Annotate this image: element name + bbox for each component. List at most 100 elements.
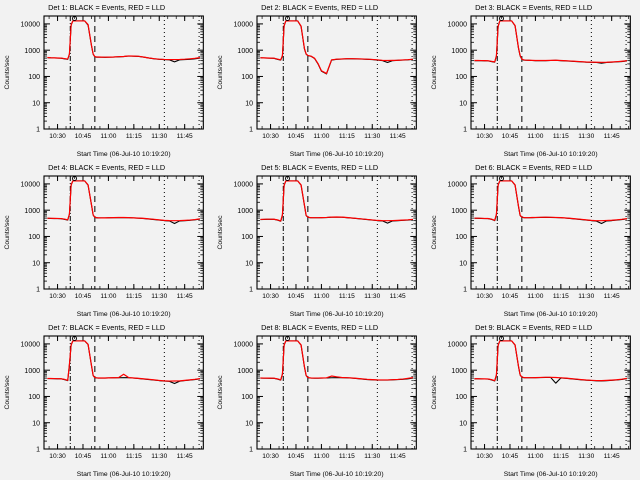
x-tick-label: 11:30: [151, 133, 167, 140]
y-axis-label: Counts/sec: [4, 215, 11, 250]
y-tick-label: 1: [36, 287, 40, 294]
panel-background: [426, 320, 640, 480]
y-tick-label: 100: [242, 74, 254, 81]
plot-frame: [256, 175, 418, 290]
x-tick-label: 10:30: [49, 133, 66, 140]
series-lld: [474, 180, 627, 222]
x-tick-label: 11:30: [151, 293, 167, 300]
detector-panel-4: Det 4: BLACK = Events, RED = LLD 1 10 100 10…: [0, 160, 214, 320]
panel-title: Det 8: BLACK = Events, RED = LLD: [262, 323, 379, 332]
panel-background: [213, 0, 427, 160]
x-tick-label: 11:30: [578, 133, 594, 140]
x-axis-label: Start Time (06-Jul-10 10:19:20): [290, 151, 384, 158]
y-tick-label: 10: [246, 420, 254, 427]
x-tick-label: 11:45: [603, 293, 619, 300]
y-tick-label: 100: [28, 74, 40, 81]
detector-panel-8: Det 8: BLACK = Events, RED = LLD 1 10 100 10…: [213, 320, 427, 480]
y-axis-label: Counts/sec: [431, 215, 438, 250]
y-tick-label: 1000: [24, 208, 40, 215]
y-tick-label: 10: [32, 420, 40, 427]
y-tick-label: 1000: [451, 48, 467, 55]
y-axis-label: Counts/sec: [431, 375, 438, 410]
plot-frame: [43, 335, 204, 450]
series-lld: [474, 340, 627, 382]
x-tick-label: 11:00: [527, 133, 543, 140]
panel-background: [213, 320, 427, 480]
panel-title: Det 4: BLACK = Events, RED = LLD: [48, 163, 165, 172]
detector-panel-5: Det 5: BLACK = Events, RED = LLD 1 10 100 10…: [213, 160, 427, 320]
panel-canvas: Det 7: BLACK = Events, RED = LLD 1 10 100 10…: [0, 320, 214, 480]
panel-background: [0, 320, 214, 480]
x-tick-label: 11:45: [603, 133, 619, 140]
x-tick-label: 10:45: [501, 293, 518, 300]
y-tick-label: 10: [246, 100, 254, 107]
x-tick-label: 11:30: [578, 293, 594, 300]
panel-canvas: Det 5: BLACK = Events, RED = LLD 1 10 100 10…: [213, 160, 427, 320]
y-tick-label: 1000: [238, 368, 254, 375]
x-tick-label: 11:00: [527, 453, 543, 460]
x-tick-label: 11:45: [177, 293, 193, 300]
x-tick-label: 11:45: [177, 453, 193, 460]
y-tick-label: 100: [242, 234, 254, 241]
plot-frame: [470, 15, 631, 130]
x-tick-label: 11:00: [100, 293, 116, 300]
panel-title: Det 9: BLACK = Events, RED = LLD: [475, 323, 592, 332]
y-tick-label: 1000: [24, 48, 40, 55]
series-lld: [474, 20, 627, 63]
plot-frame: [470, 175, 631, 290]
x-tick-label: 11:15: [552, 133, 568, 140]
y-tick-label: 1000: [451, 368, 467, 375]
x-tick-label: 11:00: [100, 453, 116, 460]
y-tick-label: 10: [459, 420, 467, 427]
x-tick-label: 10:30: [263, 133, 280, 140]
x-axis-label: Start Time (06-Jul-10 10:19:20): [77, 311, 171, 318]
y-tick-label: 1000: [238, 208, 254, 215]
panel-canvas: Det 2: BLACK = Events, RED = LLD 1 10 100 10…: [213, 0, 427, 160]
y-tick-label: 100: [28, 234, 40, 241]
y-tick-label: 1000: [451, 208, 467, 215]
y-tick-label: 1000: [238, 48, 254, 55]
y-tick-label: 10: [32, 260, 40, 267]
x-tick-label: 11:45: [390, 293, 406, 300]
x-tick-label: 10:45: [288, 293, 305, 300]
series-lld: [47, 180, 201, 222]
plot-frame: [470, 335, 631, 450]
y-axis-label: Counts/sec: [217, 375, 224, 410]
y-axis-label: Counts/sec: [4, 55, 11, 90]
x-tick-label: 11:00: [314, 453, 330, 460]
x-tick-label: 11:15: [126, 293, 142, 300]
y-tick-label: 100: [455, 394, 467, 401]
x-tick-label: 11:30: [365, 453, 381, 460]
x-axis-label: Start Time (06-Jul-10 10:19:20): [503, 311, 597, 318]
y-tick-label: 10: [32, 100, 40, 107]
x-tick-label: 10:30: [476, 133, 493, 140]
y-tick-label: 10000: [447, 22, 467, 29]
panel-canvas: Det 1: BLACK = Events, RED = LLD 1 10 100 10…: [0, 0, 214, 160]
y-tick-label: 10000: [234, 22, 254, 29]
y-tick-label: 100: [242, 394, 254, 401]
panel-canvas: Det 6: BLACK = Events, RED = LLD 1 10 100 10…: [426, 160, 640, 320]
x-tick-label: 10:45: [288, 133, 305, 140]
plot-frame: [256, 15, 418, 130]
panel-canvas: Det 8: BLACK = Events, RED = LLD 1 10 100 10…: [213, 320, 427, 480]
x-tick-label: 11:15: [552, 453, 568, 460]
y-tick-label: 10: [459, 100, 467, 107]
panel-canvas: Det 4: BLACK = Events, RED = LLD 1 10 100 10…: [0, 160, 214, 320]
x-tick-label: 11:30: [365, 293, 381, 300]
x-tick-label: 10:30: [49, 293, 66, 300]
detector-panel-2: Det 2: BLACK = Events, RED = LLD 1 10 100 10…: [213, 0, 427, 160]
x-tick-label: 10:30: [476, 293, 493, 300]
series-lld: [260, 340, 414, 381]
y-tick-label: 1: [249, 447, 253, 454]
x-tick-label: 11:15: [126, 133, 142, 140]
y-tick-label: 1000: [24, 368, 40, 375]
x-tick-label: 11:15: [126, 453, 142, 460]
x-tick-label: 10:45: [288, 453, 305, 460]
panel-title: Det 1: BLACK = Events, RED = LLD: [48, 3, 165, 12]
x-tick-label: 11:15: [339, 453, 355, 460]
x-tick-label: 11:00: [100, 133, 116, 140]
y-tick-label: 1: [463, 287, 467, 294]
y-tick-label: 1: [463, 127, 467, 134]
x-axis-label: Start Time (06-Jul-10 10:19:20): [290, 471, 384, 478]
x-tick-label: 10:45: [75, 293, 92, 300]
